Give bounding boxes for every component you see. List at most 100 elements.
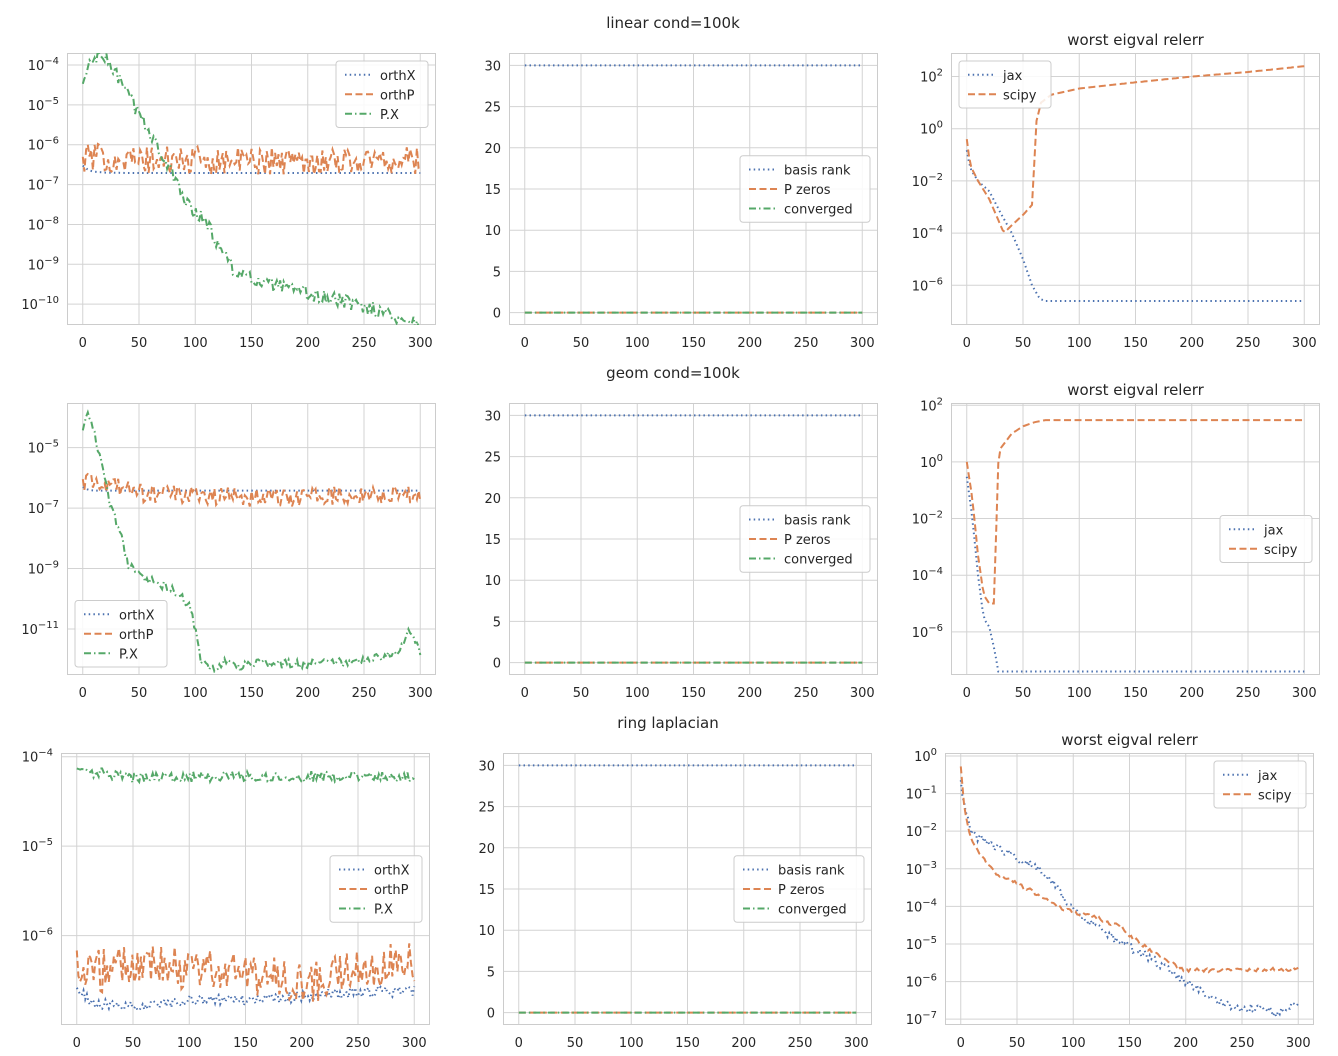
x-tick-label: 50 — [1015, 336, 1032, 351]
chart-p3: 0 50 100 150 200 250 300 10−6 10−4 10−2 100 102 wors… — [912, 31, 1320, 351]
x-tick-label: 0 — [957, 1036, 965, 1051]
x-tick-label: 250 — [794, 686, 819, 701]
legend: jax scipy — [1219, 515, 1313, 563]
x-tick-label: 250 — [352, 686, 377, 701]
x-tick-label: 250 — [352, 336, 377, 351]
x-tick-label: 250 — [1236, 686, 1261, 701]
x-tick-label: 150 — [233, 1036, 258, 1051]
chart-panel-p9: 0 50 100 150 200 250 300 10−7 10−6 10−5 10−4 10−3 10… — [885, 723, 1324, 1055]
legend-label: basis rank — [778, 864, 845, 879]
series-line-scipy — [965, 419, 1305, 605]
y-tick-label: 30 — [484, 409, 501, 424]
y-tick-label: 10−6 — [906, 973, 937, 991]
x-tick-label: 100 — [1067, 336, 1092, 351]
legend-label: orthX — [119, 608, 155, 623]
legend-label: converged — [784, 553, 853, 568]
x-tick-label: 200 — [295, 336, 320, 351]
legend-label: orthX — [380, 69, 416, 84]
plot-title: worst eigval relerr — [1067, 31, 1204, 49]
x-tick-label: 100 — [183, 336, 208, 351]
legend-label: orthP — [374, 883, 409, 898]
y-tick-label: 10−4 — [912, 224, 943, 242]
chart-panel-p8: 0 50 100 150 200 250 300 0 5 10 15 20 25 30 basis rank… — [443, 723, 882, 1055]
row-title-2: geom cond=100k — [606, 364, 740, 382]
x-tick-label: 0 — [79, 686, 87, 701]
y-tick-label: 25 — [484, 451, 501, 466]
plot-frame — [67, 53, 436, 325]
legend: jax scipy — [1213, 760, 1307, 809]
y-tick-label: 15 — [484, 183, 501, 198]
chart-panel-p3: 0 50 100 150 200 250 300 10−6 10−4 10−2 100 102 wors… — [891, 23, 1330, 355]
legend-label: jax — [1263, 523, 1284, 538]
legend-label: basis rank — [784, 164, 851, 179]
chart-panel-p2: 0 50 100 150 200 250 300 0 5 10 15 20 25 30 basis rank… — [449, 23, 888, 355]
x-tick-label: 50 — [125, 1036, 142, 1051]
legend-label: P zeros — [784, 533, 831, 548]
x-tick-label: 300 — [402, 1036, 427, 1051]
x-tick-label: 300 — [408, 686, 433, 701]
y-tick-label: 30 — [484, 59, 501, 74]
legend-label: orthP — [119, 628, 154, 643]
y-tick-label: 10−8 — [28, 215, 59, 233]
x-tick-label: 50 — [1009, 1036, 1026, 1051]
y-tick-label: 10 — [478, 924, 495, 939]
chart-p8: 0 50 100 150 200 250 300 0 5 10 15 20 25 30 basis rank… — [478, 753, 872, 1051]
x-tick-label: 50 — [567, 1036, 584, 1051]
chart-p2: 0 50 100 150 200 250 300 0 5 10 15 20 25 30 basis rank… — [484, 53, 878, 351]
chart-panel-p7: 0 50 100 150 200 250 300 10−6 10−5 10−4 orthX orthP… — [1, 723, 440, 1055]
x-tick-label: 50 — [1015, 686, 1032, 701]
chart-p5: 0 50 100 150 200 250 300 0 5 10 15 20 25 30 basis rank… — [484, 403, 878, 701]
row-title-3: ring laplacian — [617, 714, 719, 732]
y-tick-label: 10−2 — [912, 510, 943, 528]
y-tick-label: 10−5 — [22, 837, 53, 855]
x-tick-label: 250 — [794, 336, 819, 351]
y-tick-label: 100 — [920, 120, 943, 138]
series-line-p-x — [81, 53, 420, 325]
x-tick-label: 200 — [295, 686, 320, 701]
chart-p6: 0 50 100 150 200 250 300 10−6 10−4 10−2 100 102 wors… — [912, 381, 1320, 701]
plot-frame — [945, 753, 1314, 1025]
x-tick-label: 50 — [573, 336, 590, 351]
y-tick-label: 10−6 — [912, 276, 943, 294]
series-line-jax — [959, 780, 1300, 1020]
y-tick-label: 25 — [478, 801, 495, 816]
legend-label: P.X — [119, 647, 138, 662]
y-tick-label: 10−2 — [912, 172, 943, 190]
x-tick-label: 300 — [1286, 1036, 1311, 1051]
y-tick-label: 10−5 — [28, 96, 59, 114]
y-tick-label: 100 — [914, 747, 937, 765]
x-tick-label: 150 — [681, 336, 706, 351]
y-tick-label: 10−10 — [21, 295, 59, 313]
series-line-p-x — [81, 409, 422, 674]
legend: basis rank P zeros converged — [739, 155, 871, 223]
x-tick-label: 100 — [1061, 1036, 1086, 1051]
x-tick-label: 100 — [625, 686, 650, 701]
legend-label: converged — [784, 203, 853, 218]
x-tick-label: 200 — [289, 1036, 314, 1051]
chart-panel-p1: 0 50 100 150 200 250 300 10−10 10−9 10−8 10−7 10−6 1… — [7, 23, 446, 355]
x-tick-label: 100 — [183, 686, 208, 701]
y-tick-label: 10−5 — [28, 439, 59, 457]
chart-panel-p5: 0 50 100 150 200 250 300 0 5 10 15 20 25 30 basis rank… — [449, 373, 888, 705]
plot-frame — [951, 403, 1320, 675]
x-tick-label: 100 — [625, 336, 650, 351]
legend: jax scipy — [958, 60, 1052, 109]
y-tick-label: 25 — [484, 101, 501, 116]
legend-label: jax — [1257, 769, 1278, 784]
y-tick-label: 20 — [478, 842, 495, 857]
y-tick-label: 10−2 — [906, 822, 937, 840]
x-tick-label: 200 — [737, 336, 762, 351]
series-line-orthp — [81, 142, 421, 177]
legend: orthX orthP P.X — [329, 855, 423, 923]
y-tick-label: 10−11 — [21, 620, 59, 638]
x-tick-label: 300 — [1292, 686, 1317, 701]
plot-frame — [509, 53, 878, 325]
x-tick-label: 50 — [131, 686, 148, 701]
y-tick-label: 10 — [484, 574, 501, 589]
series-line-orthp — [81, 472, 422, 508]
x-tick-label: 50 — [131, 336, 148, 351]
legend-label: jax — [1002, 69, 1023, 84]
series-line-orthp — [75, 943, 416, 1002]
plot-frame — [951, 53, 1320, 325]
x-tick-label: 100 — [619, 1036, 644, 1051]
